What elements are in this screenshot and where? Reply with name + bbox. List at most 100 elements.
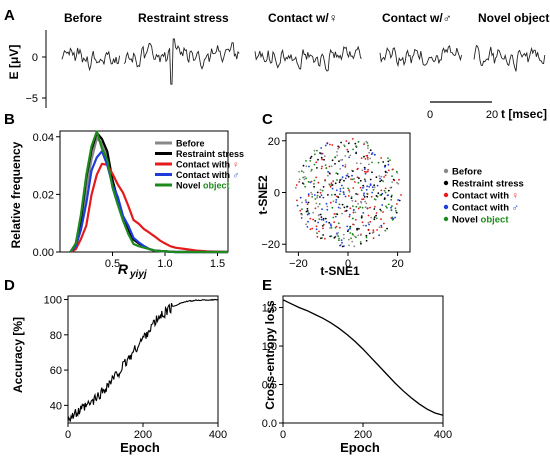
tsne-point [380, 218, 382, 221]
tsne-point [321, 225, 324, 227]
tsne-point [370, 195, 373, 198]
y-tick-label: 1.5 [262, 303, 277, 315]
tsne-point [309, 217, 312, 220]
tsne-point [336, 195, 338, 198]
tsne-point [395, 209, 397, 212]
legend-label: Novel object [452, 215, 509, 226]
tsne-point [379, 180, 381, 183]
tsne-point [338, 181, 341, 184]
tsne-point [338, 160, 340, 163]
tsne-point [383, 197, 386, 200]
tsne-point [367, 144, 369, 147]
tsne-point [377, 161, 380, 164]
tsne-point [334, 163, 336, 165]
tsne-point [322, 219, 325, 221]
tsne-point [382, 211, 384, 213]
tsne-point [355, 193, 357, 195]
tsne-point [304, 199, 307, 202]
tsne-point [378, 234, 380, 237]
tsne-point [366, 185, 369, 188]
loss-line [282, 299, 444, 416]
tsne-point [367, 147, 369, 150]
tsne-point [387, 160, 390, 163]
tsne-point [392, 168, 394, 171]
tsne-point [306, 213, 309, 216]
x-tick-label: 1.5 [210, 258, 225, 270]
tsne-point [380, 224, 383, 227]
tsne-point [329, 143, 331, 146]
tsne-point [348, 238, 350, 241]
tsne-point [373, 184, 376, 187]
tsne-point [362, 212, 365, 214]
tsne-point [331, 144, 334, 146]
tsne-point [365, 140, 368, 143]
tsne-point [335, 201, 337, 204]
tsne-point [325, 221, 328, 223]
tsne-point [368, 163, 370, 166]
panel-e-xlabel: Epoch [340, 440, 380, 455]
tsne-point [303, 178, 306, 181]
tsne-point [375, 212, 378, 214]
tsne-point [369, 157, 372, 160]
tsne-point [330, 182, 333, 185]
tsne-point [349, 226, 352, 229]
tsne-point [385, 205, 387, 208]
tsne-point [331, 159, 334, 162]
tsne-point [346, 225, 349, 228]
tsne-point [315, 225, 318, 228]
tsne-point [372, 231, 375, 233]
tsne-point [339, 168, 342, 170]
tsne-point [373, 153, 376, 156]
tsne-point [367, 221, 370, 224]
tsne-point [352, 223, 354, 226]
tsne-point [306, 203, 309, 206]
tsne-point [314, 220, 317, 222]
tsne-point [317, 205, 320, 208]
panel-e-loss: Cross-entropy loss Epoch 0 200 400 0.0 0.5 1.… [262, 295, 452, 455]
tsne-point [370, 153, 373, 156]
tsne-point [341, 184, 343, 187]
panel-b-series [69, 130, 229, 254]
panel-e-axes: 0 200 400 0.0 0.5 1.0 1.5 [262, 295, 452, 441]
segment-title-contact-male: Contact w/♂ [382, 11, 452, 25]
y-tick-label: 0.5 [262, 380, 277, 392]
tsne-point [350, 196, 353, 198]
tsne-point [345, 174, 348, 177]
tsne-point [313, 185, 315, 188]
panel-b-histogram: Relative frequency R yiyj 0.5 1.0 1.50.000… [9, 130, 244, 280]
tsne-point [373, 205, 376, 208]
tsne-point [384, 187, 387, 190]
tsne-point [356, 228, 358, 231]
tsne-point [316, 149, 318, 152]
y-tick-label: 20 [268, 136, 280, 148]
tsne-point [383, 222, 385, 225]
tsne-point [361, 198, 363, 201]
y-tick-label: −20 [261, 239, 280, 251]
legend-marker [443, 180, 449, 186]
tsne-point [320, 194, 323, 197]
tsne-point [330, 165, 333, 168]
tsne-point [352, 148, 354, 151]
legend-label: Contact with ♀ [176, 160, 239, 170]
tsne-point [340, 239, 343, 242]
tsne-point [357, 167, 359, 170]
tsne-point [311, 193, 314, 196]
tsne-point [307, 193, 310, 196]
tsne-point [390, 198, 393, 201]
tsne-point [380, 179, 383, 182]
tsne-point [342, 233, 345, 236]
tsne-point [315, 202, 318, 205]
tsne-point [390, 209, 393, 212]
tsne-point [341, 203, 344, 206]
scalebar-unit-label: t [msec] [501, 107, 547, 121]
tsne-point [365, 202, 368, 205]
tsne-point [335, 189, 338, 192]
tsne-point [365, 154, 368, 157]
tsne-point [390, 195, 393, 198]
tsne-point [318, 230, 320, 233]
tsne-point [360, 189, 363, 192]
tsne-point [380, 226, 383, 229]
tsne-point [305, 165, 308, 168]
